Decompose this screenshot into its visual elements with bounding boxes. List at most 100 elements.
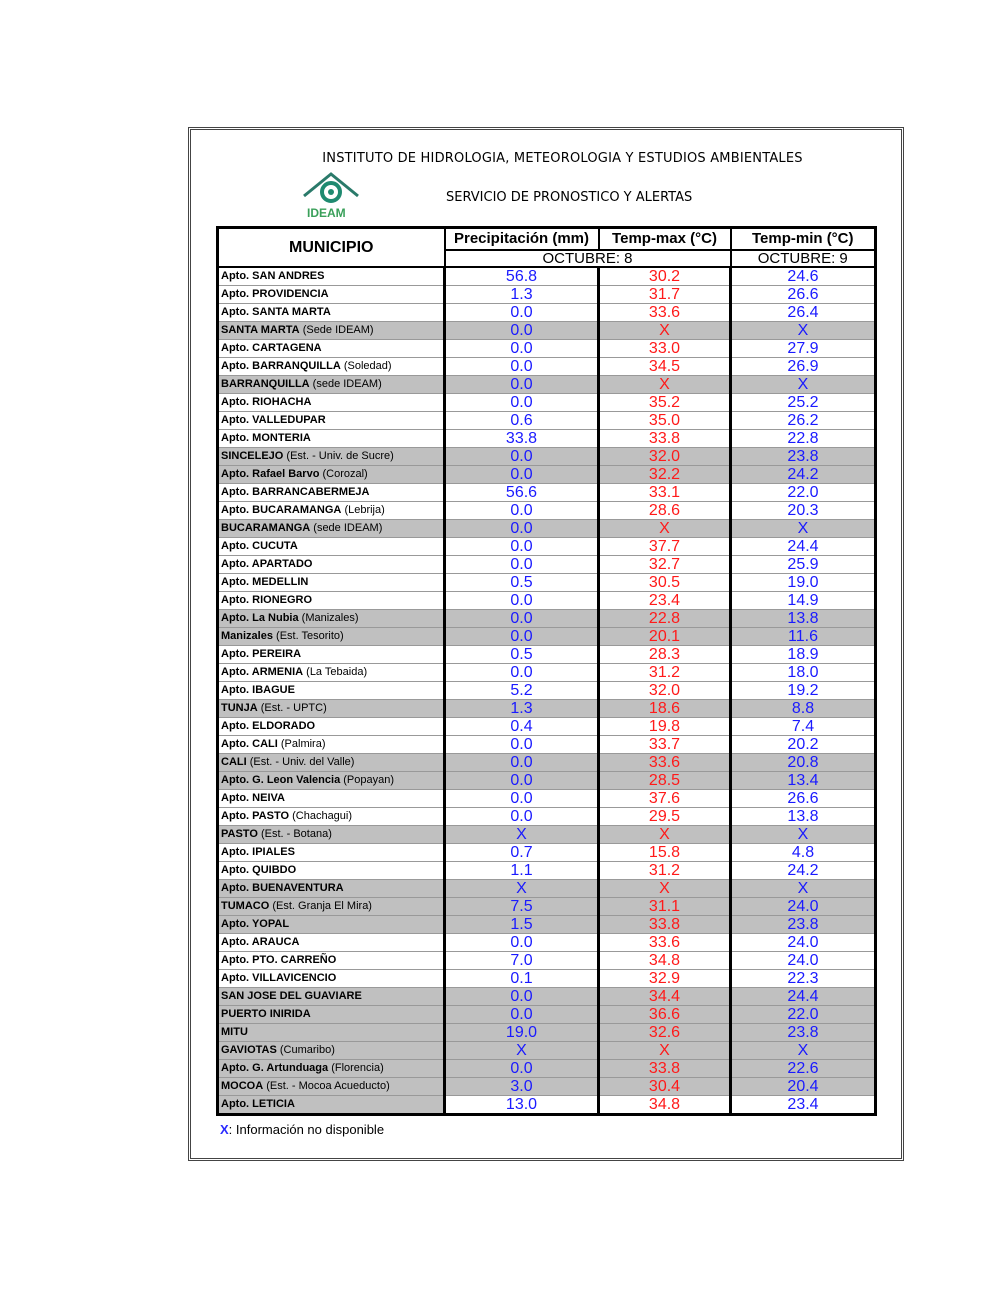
station-name: SINCELEJO [221, 450, 284, 462]
municipio-cell: Apto. BUCARAMANGA (Lebrija) [217, 501, 446, 520]
table-row: Apto. APARTADO 0.0 32.7 25.9 [217, 555, 877, 574]
tmax-cell: 33.8 [598, 429, 732, 448]
station-name: Apto. CUCUTA [221, 540, 298, 552]
tmin-cell: 22.3 [730, 969, 877, 988]
precip-cell: 0.1 [444, 969, 600, 988]
tmin-cell: X [730, 375, 877, 394]
table-row: Apto. VALLEDUPAR 0.6 35.0 26.2 [217, 411, 877, 430]
tmin-cell: 24.4 [730, 537, 877, 556]
municipio-cell: Apto. ELDORADO [217, 717, 446, 736]
station-name: Apto. LETICIA [221, 1098, 295, 1110]
tmax-cell: 33.0 [598, 339, 732, 358]
station-name: Apto. BUENAVENTURA [221, 882, 344, 894]
table-row: Apto. YOPAL 1.5 33.8 23.8 [217, 915, 877, 934]
tmin-cell: 23.8 [730, 1023, 877, 1042]
tmax-cell: 33.7 [598, 735, 732, 754]
station-detail: (Corozal) [322, 468, 368, 480]
table-row: Apto. PROVIDENCIA 1.3 31.7 26.6 [217, 285, 877, 304]
tmax-cell: 29.5 [598, 807, 732, 826]
municipio-cell: SINCELEJO (Est. - Univ. de Sucre) [217, 447, 446, 466]
municipio-cell: GAVIOTAS (Cumaribo) [217, 1041, 446, 1060]
station-name: Apto. La Nubia [221, 612, 299, 624]
station-name: Apto. BUCARAMANGA [221, 504, 342, 516]
tmin-cell: 24.6 [730, 267, 877, 286]
precip-cell: 0.0 [444, 627, 600, 646]
station-name: CALI [221, 756, 247, 768]
station-detail: (Lebrija) [344, 504, 385, 516]
municipio-cell: Apto. SAN ANDRES [217, 267, 446, 286]
logo-text: IDEAM [307, 206, 346, 220]
tmax-cell: 28.5 [598, 771, 732, 790]
tmin-cell: 20.2 [730, 735, 877, 754]
precip-cell: 0.0 [444, 933, 600, 952]
municipio-cell: Apto. G. Artunduaga (Florencia) [217, 1059, 446, 1078]
municipio-cell: Apto. MEDELLIN [217, 573, 446, 592]
precip-cell: 0.0 [444, 735, 600, 754]
precip-cell: 5.2 [444, 681, 600, 700]
table-row: MOCOA (Est. - Mocoa Acueducto) 3.0 30.4 … [217, 1077, 877, 1096]
station-name: PUERTO INIRIDA [221, 1008, 311, 1020]
municipio-cell: TUNJA (Est. - UPTC) [217, 699, 446, 718]
table-row: CALI (Est. - Univ. del Valle) 0.0 33.6 2… [217, 753, 877, 772]
precip-cell: 56.8 [444, 267, 600, 286]
municipio-cell: Apto. BARRANQUILLA (Soledad) [217, 357, 446, 376]
precip-cell: 0.5 [444, 573, 600, 592]
precip-cell: 0.0 [444, 393, 600, 412]
municipio-cell: Apto. ARMENIA (La Tebaida) [217, 663, 446, 682]
ideam-logo-icon [303, 172, 359, 203]
header-municipio: MUNICIPIO [216, 226, 446, 268]
precip-cell: 0.0 [444, 375, 600, 394]
tmax-cell: 36.6 [598, 1005, 732, 1024]
precip-cell: 56.6 [444, 483, 600, 502]
table-row: Apto. CUCUTA 0.0 37.7 24.4 [217, 537, 877, 556]
precip-cell: X [444, 1041, 600, 1060]
station-name: Apto. RIONEGRO [221, 594, 313, 606]
institute-title: INSTITUTO DE HIDROLOGIA, METEOROLOGIA Y … [322, 151, 803, 166]
footer-note: X: Información no disponible [216, 1122, 877, 1138]
date-oct-8: OCTUBRE: 8 [443, 249, 732, 268]
station-name: Apto. PEREIRA [221, 648, 302, 660]
table-row: Apto. NEIVA 0.0 37.6 26.6 [217, 789, 877, 808]
precip-cell: 13.0 [444, 1095, 600, 1115]
tmin-cell: 4.8 [730, 843, 877, 862]
municipio-cell: Apto. G. Leon Valencia (Popayan) [217, 771, 446, 790]
tmin-cell: 22.0 [730, 1005, 877, 1024]
tmax-cell: 34.5 [598, 357, 732, 376]
tmax-cell: 35.0 [598, 411, 732, 430]
station-name: SANTA MARTA [221, 324, 300, 336]
precip-cell: 1.3 [444, 699, 600, 718]
station-name: Apto. VALLEDUPAR [221, 414, 326, 426]
tmin-cell: X [730, 519, 877, 538]
station-detail: (sede IDEAM) [312, 378, 382, 390]
municipio-cell: BARRANQUILLA (sede IDEAM) [217, 375, 446, 394]
station-name: PASTO [221, 828, 258, 840]
municipio-cell: PASTO (Est. - Botana) [217, 825, 446, 844]
table-row: Apto. ARMENIA (La Tebaida) 0.0 31.2 18.0 [217, 663, 877, 682]
precip-cell: X [444, 879, 600, 898]
tmin-cell: 13.8 [730, 807, 877, 826]
municipio-cell: Apto. RIONEGRO [217, 591, 446, 610]
station-name: Apto. ELDORADO [221, 720, 316, 732]
municipio-cell: Apto. APARTADO [217, 555, 446, 574]
tmin-cell: 19.2 [730, 681, 877, 700]
tmin-cell: 19.0 [730, 573, 877, 592]
tmax-cell: 30.4 [598, 1077, 732, 1096]
municipio-cell: Apto. SANTA MARTA [217, 303, 446, 322]
tmax-cell: 15.8 [598, 843, 732, 862]
municipio-cell: Apto. VALLEDUPAR [217, 411, 446, 430]
tmin-cell: 20.4 [730, 1077, 877, 1096]
table-row: Apto. La Nubia (Manizales) 0.0 22.8 13.8 [217, 609, 877, 628]
tmin-cell: 24.0 [730, 951, 877, 970]
municipio-cell: Apto. PEREIRA [217, 645, 446, 664]
table-row: Apto. ELDORADO 0.4 19.8 7.4 [217, 717, 877, 736]
station-name: Apto. VILLAVICENCIO [221, 972, 337, 984]
header-tmin: Temp-min (°C) [729, 226, 877, 251]
tmax-cell: 32.0 [598, 681, 732, 700]
tmin-cell: 26.2 [730, 411, 877, 430]
tmax-cell: X [598, 825, 732, 844]
header-tmax: Temp-max (°C) [597, 226, 732, 251]
tmax-cell: 32.9 [598, 969, 732, 988]
station-detail: (Est. Granja El Mira) [272, 900, 372, 912]
tmin-cell: 25.9 [730, 555, 877, 574]
table-row: Apto. QUIBDO 1.1 31.2 24.2 [217, 861, 877, 880]
